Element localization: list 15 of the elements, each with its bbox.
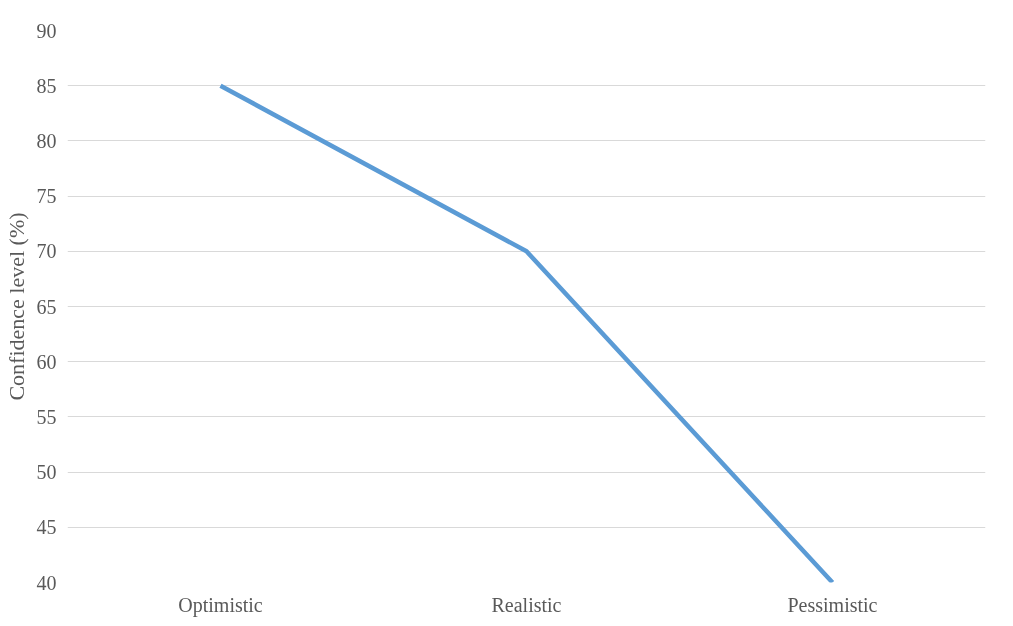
x-tick-label: Optimistic: [178, 593, 263, 617]
y-tick-label: 90: [36, 19, 57, 42]
y-tick-label: 80: [36, 129, 57, 152]
y-axis-title: Confidence level (%): [3, 212, 29, 401]
y-tick-label: 65: [36, 295, 57, 318]
y-tick-label: 50: [36, 461, 57, 484]
y-tick-label: 40: [36, 571, 57, 594]
y-tick-label: 70: [36, 240, 57, 263]
x-tick-label: Realistic: [491, 593, 562, 616]
x-tick-label: Pessimistic: [787, 593, 878, 616]
y-tick-label: 45: [36, 516, 57, 539]
y-tick-label: 75: [36, 185, 57, 208]
y-tick-label: 60: [36, 350, 57, 373]
y-tick-label: 85: [36, 74, 57, 97]
y-tick-label: 55: [36, 405, 57, 428]
